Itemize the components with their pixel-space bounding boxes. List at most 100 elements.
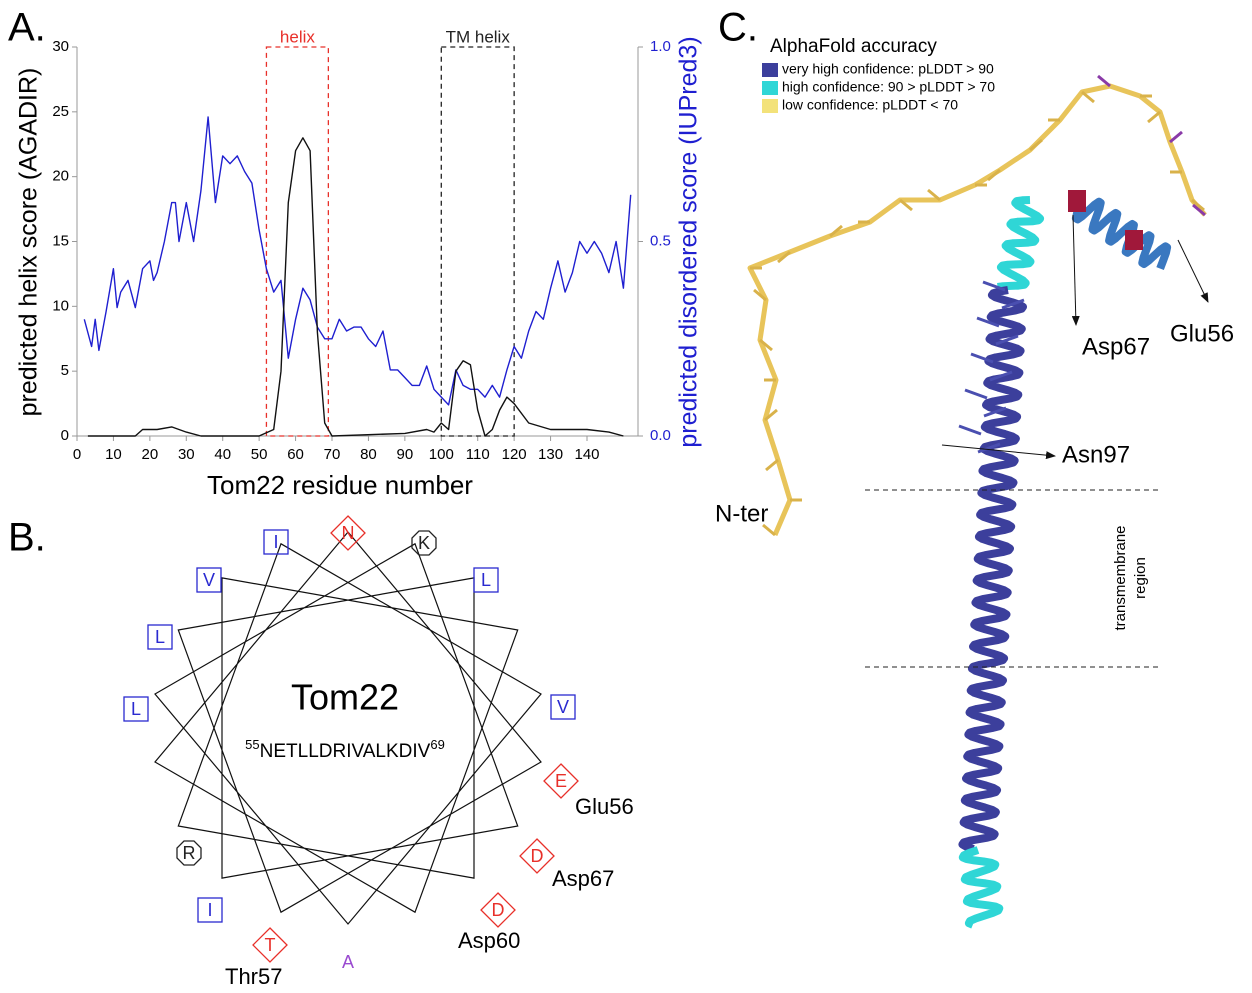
residue-letter: D [531, 846, 544, 866]
x-tick-label: 120 [502, 446, 527, 463]
residue-letter: R [183, 843, 196, 863]
y2-tick-label: 1.0 [650, 38, 671, 55]
side-chain [983, 406, 1007, 418]
structure-label: Asp67 [1082, 333, 1150, 360]
x-tick-label: 90 [397, 446, 414, 463]
residue-shape [519, 838, 555, 874]
residue-shape [196, 567, 222, 593]
helix [958, 846, 1004, 929]
residue-letter: L [155, 627, 165, 647]
residue-letter: K [418, 533, 430, 553]
panel-label: B. [8, 516, 46, 560]
x-tick-label: 110 [466, 446, 490, 463]
wheel-sequence: 55NETLLDRIVALKDIV69 [245, 737, 445, 762]
arrow [1177, 239, 1209, 303]
side-chain [1169, 130, 1183, 144]
side-chain [1081, 90, 1095, 104]
side-chain [762, 523, 776, 537]
residue-shape [147, 624, 173, 650]
sequence-start: 55 [245, 737, 259, 752]
side-chain [829, 224, 843, 238]
helix [996, 196, 1045, 291]
y-tick-label: 10 [52, 297, 69, 314]
x-tick-label: 60 [287, 446, 304, 463]
region-box [265, 46, 330, 437]
residue-annotation: Glu56 [575, 794, 634, 819]
y-tick-label: 0 [61, 427, 69, 444]
x-tick-label: 10 [105, 446, 122, 463]
y-tick-label: 15 [52, 232, 69, 249]
x-tick-label: 70 [324, 446, 341, 463]
residue-letter: L [131, 699, 141, 719]
x-tick-label: 100 [429, 446, 454, 463]
residue-letter: I [207, 900, 212, 920]
x-tick-label: 80 [360, 446, 377, 463]
side-chain [982, 280, 1006, 292]
legend-swatch [762, 63, 778, 77]
residue-shape [473, 567, 499, 593]
x-tick-label: 50 [251, 446, 268, 463]
side-chain [970, 352, 994, 364]
y2-axis-label: predicted disordered score (IUPred3) [675, 36, 703, 447]
residue-shape [197, 897, 223, 923]
legend-label: high confidence: 90 > pLDDT > 70 [782, 79, 995, 95]
side-chain [927, 188, 941, 202]
side-chain [977, 442, 1001, 454]
residue-shape [176, 840, 202, 866]
y-tick-label: 5 [61, 362, 69, 379]
legend-label: low confidence: pLDDT < 70 [782, 97, 958, 113]
side-chain [764, 408, 778, 422]
x-tick-label: 20 [142, 446, 159, 463]
side-chain [753, 288, 767, 302]
residue-shape [263, 529, 289, 555]
residue-shape [543, 763, 579, 799]
y-axis-label: predicted helix score (AGADIR) [15, 68, 43, 417]
arrow [941, 444, 1056, 460]
data-line [87, 137, 624, 437]
side-chain [1192, 203, 1206, 217]
x-tick-label: 130 [538, 446, 563, 463]
y-tick-label: 20 [52, 168, 69, 185]
region-label: transmembrane region [1112, 525, 1149, 630]
residue-letter: T [265, 935, 276, 955]
side-chain [976, 316, 1000, 328]
region-label-line: region [1132, 557, 1149, 599]
region-label: TM helix [446, 27, 511, 46]
x-axis-label: Tom22 residue number [207, 470, 473, 500]
legend-label: very high confidence: pLDDT > 90 [782, 61, 994, 77]
side-chain [1029, 138, 1043, 152]
residue-shape [123, 696, 149, 722]
residue-letter: E [555, 771, 567, 791]
residue-letter: V [557, 697, 569, 717]
residue-shape [252, 927, 288, 963]
side-chain [765, 458, 779, 472]
residue-letter: A [342, 952, 354, 972]
residue-annotation: Asp60 [458, 928, 520, 953]
y2-tick-label: 0.5 [650, 232, 671, 249]
side-chain [759, 338, 773, 352]
side-chain [964, 388, 988, 400]
side-chain [989, 370, 1013, 382]
residue-annotation: Thr57 [225, 964, 282, 989]
y2-tick-label: 0.0 [650, 427, 671, 444]
side-chain [1001, 298, 1025, 310]
residue-letter: L [481, 570, 491, 590]
residue-shape [330, 515, 366, 551]
x-tick-label: 40 [214, 446, 231, 463]
residue-letter: I [273, 532, 278, 552]
legend-swatch [762, 99, 778, 113]
panel-label: C. [718, 6, 758, 50]
region-box [440, 46, 515, 437]
helix-patch [1068, 190, 1086, 212]
legend-title: AlphaFold accuracy [770, 36, 937, 57]
helix [1071, 197, 1172, 271]
arrow [1071, 214, 1080, 326]
sequence: NETLLDRIVALKDIV [260, 741, 431, 762]
x-tick-label: 30 [178, 446, 195, 463]
wheel-title: Tom22 [291, 677, 399, 718]
structure-label: N-ter [715, 500, 768, 527]
chain [747, 83, 1207, 536]
side-chain [899, 198, 913, 212]
